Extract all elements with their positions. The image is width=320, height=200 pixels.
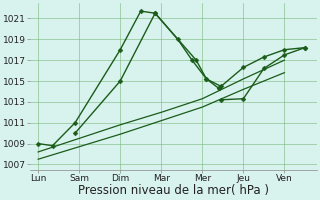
X-axis label: Pression niveau de la mer( hPa ): Pression niveau de la mer( hPa ) (78, 184, 269, 197)
